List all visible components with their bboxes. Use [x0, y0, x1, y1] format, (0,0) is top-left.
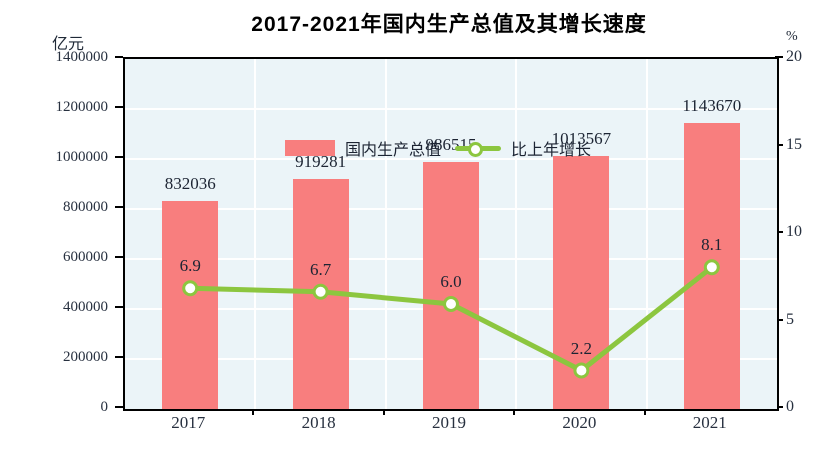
- gdp-bar-2017: [162, 201, 219, 409]
- right-tick-label-15: 15: [786, 135, 802, 153]
- gdp-value-label-2020: 1013567: [551, 128, 612, 148]
- left-tick-label-400000: 400000: [63, 299, 108, 315]
- gdp-value-label-2017: 832036: [164, 173, 216, 193]
- growth-value-label-2019: 6.0: [440, 272, 462, 291]
- right-tick-label-10: 10: [786, 223, 802, 240]
- left-tick-mark-400000: [115, 306, 123, 308]
- right-tick-mark-5: [775, 318, 783, 321]
- right-tick-mark-15: [775, 143, 783, 146]
- growth-value-label-2017: 6.9: [179, 256, 201, 276]
- chart-title: 2017-2021年国内生产总值及其增长速度: [251, 13, 647, 36]
- legend-item-growth: 比上年增长: [455, 136, 591, 160]
- gdp-bar-2018: [292, 179, 349, 409]
- growth-value-label-2020: 2.2: [570, 338, 593, 358]
- left-tick-label-1400000: 1400000: [55, 49, 109, 65]
- left-tick-label-800000: 800000: [63, 199, 108, 215]
- gridline-v-2020: [515, 59, 518, 409]
- left-tick-label-1200000: 1200000: [55, 99, 109, 115]
- growth-line-swatch: [455, 141, 502, 157]
- left-tick-mark-1400000: [115, 56, 123, 58]
- right-tick-label-5: 5: [786, 310, 794, 328]
- x-tick-label-2018: 2018: [301, 413, 336, 432]
- left-tick-label-0: 0: [100, 399, 109, 415]
- left-tick-label-600000: 600000: [63, 249, 108, 265]
- bottom-tick-mark-2020: [513, 409, 516, 415]
- gridline-v-2019: [384, 59, 387, 409]
- gridline-h-1000000: [125, 158, 777, 160]
- gridline-v-2018: [254, 59, 257, 409]
- left-axis-unit: 亿元: [52, 36, 85, 53]
- growth-value-label-2021: 8.1: [701, 235, 723, 255]
- gdp-legend-label: 国内生产总值: [345, 142, 442, 159]
- gridline-h-1200000: [125, 108, 777, 110]
- right-tick-mark-10: [775, 231, 783, 233]
- gdp-bar-2020: [553, 155, 610, 409]
- right-tick-label-0: 0: [786, 398, 794, 415]
- right-tick-mark-0: [775, 406, 783, 408]
- right-tick-mark-20: [775, 56, 783, 58]
- gridline-v-2021: [645, 59, 648, 409]
- gdp-bar-swatch: [285, 140, 335, 156]
- growth-legend-label: 比上年增长: [511, 142, 592, 159]
- right-tick-label-20: 20: [786, 48, 802, 65]
- bottom-tick-mark-2018: [252, 409, 255, 415]
- left-tick-mark-0: [115, 406, 123, 408]
- left-tick-mark-1200000: [115, 106, 123, 108]
- left-tick-mark-200000: [115, 356, 123, 358]
- x-tick-label-2020: 2020: [562, 413, 597, 432]
- bottom-tick-mark-2019: [382, 409, 385, 415]
- bottom-tick-mark-2021: [643, 409, 646, 415]
- plot-area: 832036 919281 986515 1013567 1143670 6.9 6.7 6.…: [123, 57, 779, 411]
- gdp-value-label-2018: 919281: [295, 152, 347, 172]
- x-tick-label-2017: 2017: [171, 413, 206, 432]
- legend: 国内生产总值 比上年增长: [285, 133, 591, 163]
- left-tick-mark-600000: [115, 256, 123, 258]
- right-axis-unit: %: [786, 29, 798, 44]
- growth-line-marker-icon: [468, 141, 484, 157]
- left-tick-mark-800000: [115, 206, 123, 208]
- left-tick-mark-1000000: [115, 156, 123, 158]
- legend-item-gdp: 国内生产总值: [285, 136, 441, 160]
- x-tick-label-2021: 2021: [692, 413, 727, 432]
- gdp-value-label-2021: 1143670: [682, 96, 742, 116]
- growth-value-label-2018: 6.7: [309, 259, 332, 279]
- left-tick-label-200000: 200000: [63, 349, 108, 365]
- left-tick-label-1000000: 1000000: [55, 149, 109, 165]
- gdp-bar-2021: [683, 123, 740, 409]
- x-tick-label-2019: 2019: [432, 413, 466, 432]
